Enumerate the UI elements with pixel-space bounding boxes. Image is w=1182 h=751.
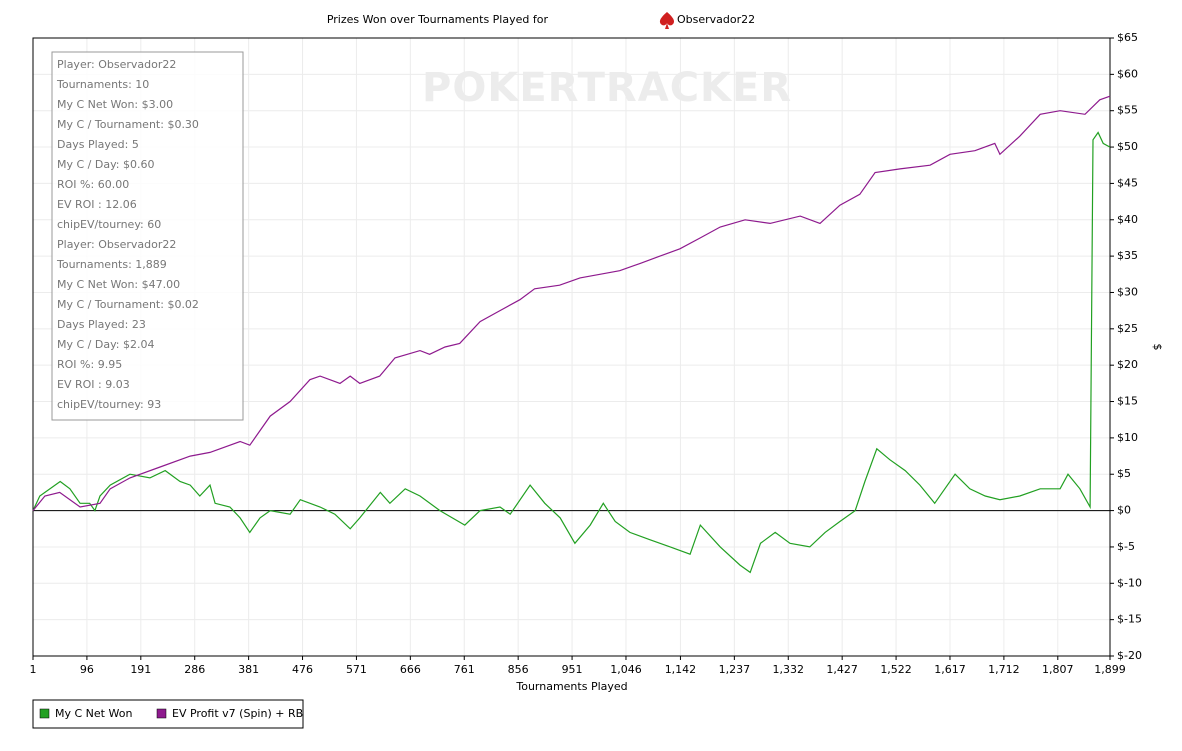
spade-icon — [659, 12, 675, 29]
stat-line: Tournaments: 1,889 — [56, 258, 167, 271]
legend-label: EV Profit v7 (Spin) + RB — [172, 707, 303, 720]
y-tick-label: $30 — [1117, 285, 1138, 298]
stat-line: My C / Tournament: $0.30 — [57, 118, 199, 131]
y-tick-label: $50 — [1117, 140, 1138, 153]
x-tick-label: 286 — [184, 663, 205, 676]
stat-line: Tournaments: 10 — [56, 78, 149, 91]
x-tick-label: 476 — [292, 663, 313, 676]
x-tick-label: 951 — [562, 663, 583, 676]
x-tick-label: 1,332 — [773, 663, 805, 676]
y-tick-label: $10 — [1117, 431, 1138, 444]
y-tick-label: $0 — [1117, 504, 1131, 517]
x-tick-label: 1,807 — [1042, 663, 1074, 676]
y-tick-label: $15 — [1117, 395, 1138, 408]
y-tick-label: $55 — [1117, 104, 1138, 117]
x-tick-label: 761 — [454, 663, 475, 676]
x-tick-label: 1,617 — [934, 663, 966, 676]
x-tick-label: 1,899 — [1094, 663, 1126, 676]
legend-swatch — [156, 708, 167, 719]
y-tick-label: $25 — [1117, 322, 1138, 335]
x-tick-label: 666 — [400, 663, 421, 676]
stat-line: chipEV/tourney: 60 — [57, 218, 161, 231]
y-tick-label: $-15 — [1117, 613, 1142, 626]
x-tick-label: 571 — [346, 663, 367, 676]
stat-line: EV ROI : 12.06 — [57, 198, 137, 211]
x-tick-label: 1,522 — [880, 663, 912, 676]
x-tick-label: 1,427 — [826, 663, 858, 676]
x-tick-label: 96 — [80, 663, 94, 676]
stat-line: Days Played: 23 — [57, 318, 146, 331]
stat-line: My C / Day: $2.04 — [57, 338, 155, 351]
stats-box — [51, 51, 244, 421]
x-tick-label: 381 — [238, 663, 259, 676]
y-tick-label: $-10 — [1117, 576, 1142, 589]
stat-line: My C / Day: $0.60 — [57, 158, 155, 171]
x-tick-label: 1,046 — [610, 663, 642, 676]
stat-line: My C Net Won: $3.00 — [57, 98, 173, 111]
chart-title: Prizes Won over Tournaments Played for — [327, 13, 549, 26]
y-tick-label: $20 — [1117, 358, 1138, 371]
stat-line: EV ROI : 9.03 — [57, 378, 130, 391]
plot-frame — [32, 37, 1111, 657]
legend-label: My C Net Won — [55, 707, 132, 720]
y-tick-label: $60 — [1117, 67, 1138, 80]
stat-line: chipEV/tourney: 93 — [57, 398, 161, 411]
series-line — [32, 131, 1111, 574]
y-tick-label: $40 — [1117, 213, 1138, 226]
watermark: POKERTRACKER — [422, 65, 792, 111]
x-tick-label: 1,142 — [665, 663, 697, 676]
x-tick-label: 191 — [130, 663, 151, 676]
stat-line: ROI %: 60.00 — [57, 178, 129, 191]
y-tick-label: $-5 — [1117, 540, 1135, 553]
y-axis-title: $ — [1151, 344, 1164, 351]
x-tick-label: 1 — [30, 663, 37, 676]
stat-line: Player: Observador22 — [57, 238, 176, 251]
player-name: Observador22 — [677, 13, 755, 26]
stat-line: My C / Tournament: $0.02 — [57, 298, 199, 311]
legend — [32, 699, 304, 729]
x-tick-label: 856 — [508, 663, 529, 676]
x-tick-label: 1,237 — [719, 663, 751, 676]
y-tick-label: $-20 — [1117, 649, 1142, 662]
y-tick-label: $5 — [1117, 467, 1131, 480]
y-tick-label: $35 — [1117, 249, 1138, 262]
stat-line: ROI %: 9.95 — [57, 358, 122, 371]
stat-line: My C Net Won: $47.00 — [57, 278, 180, 291]
series-line — [32, 95, 1111, 511]
y-tick-label: $65 — [1117, 31, 1138, 44]
x-axis-title: Tournaments Played — [515, 680, 627, 693]
y-tick-label: $45 — [1117, 176, 1138, 189]
stat-line: Days Played: 5 — [57, 138, 139, 151]
legend-swatch — [39, 708, 50, 719]
stat-line: Player: Observador22 — [57, 58, 176, 71]
x-tick-label: 1,712 — [988, 663, 1020, 676]
